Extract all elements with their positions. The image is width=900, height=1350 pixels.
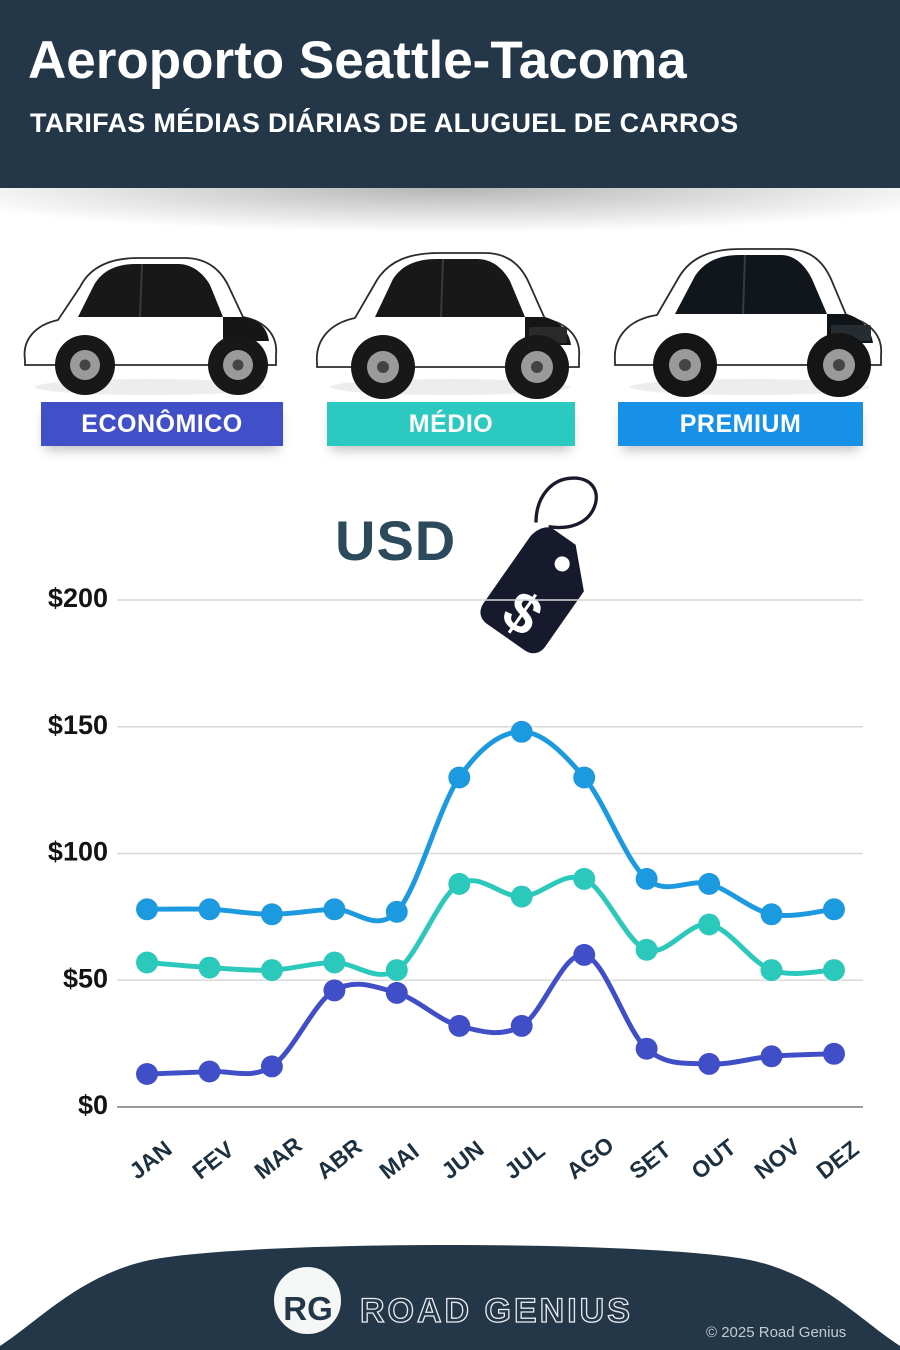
svg-text:$150: $150 — [48, 710, 108, 740]
svg-text:ROAD GENIUS: ROAD GENIUS — [360, 1292, 633, 1330]
svg-text:$200: $200 — [48, 583, 108, 613]
svg-text:$0: $0 — [78, 1090, 108, 1120]
svg-text:$100: $100 — [48, 837, 108, 867]
svg-text:RG: RG — [283, 1290, 333, 1327]
svg-text:$50: $50 — [63, 963, 108, 993]
